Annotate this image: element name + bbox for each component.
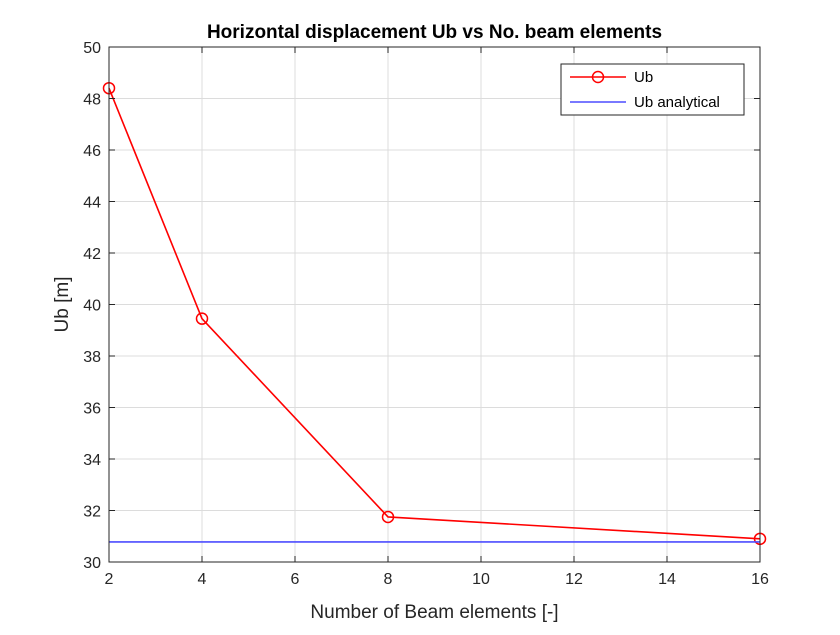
x-tick-label: 12 <box>565 571 583 588</box>
x-tick-label: 14 <box>658 571 676 588</box>
chart-title: Horizontal displacement Ub vs No. beam e… <box>207 22 662 43</box>
legend-label-ub: Ub <box>634 69 653 86</box>
x-tick-label: 10 <box>472 571 490 588</box>
legend-marker-ub <box>591 70 605 84</box>
y-tick-label: 32 <box>83 504 101 521</box>
x-tick-label: 16 <box>751 571 769 588</box>
series-line-ub <box>108 87 761 540</box>
x-axis-label: Number of Beam elements [-] <box>310 602 558 623</box>
y-tick-label: 44 <box>83 195 101 212</box>
x-tick-label: 6 <box>291 571 300 588</box>
y-tick-label: 34 <box>83 452 101 469</box>
x-tick-label: 4 <box>198 571 207 588</box>
legend-label-ub-analytical: Ub analytical <box>634 94 720 111</box>
series-layer <box>102 81 767 546</box>
y-tick-label: 46 <box>83 143 101 160</box>
y-tick-label: 38 <box>83 349 101 366</box>
x-tick-label: 2 <box>105 571 114 588</box>
legend-box <box>560 63 745 116</box>
y-tick-label: 30 <box>83 555 101 572</box>
y-axis-label: Ub [m] <box>52 277 73 333</box>
y-tick-label: 48 <box>83 92 101 109</box>
x-tick-label: 8 <box>384 571 393 588</box>
data-point-ub[interactable] <box>381 510 395 524</box>
y-tick-label: 50 <box>83 40 101 57</box>
data-point-ub[interactable] <box>195 312 209 325</box>
y-tick-label: 42 <box>83 246 101 263</box>
legend[interactable]: Ub Ub analytical <box>560 63 745 116</box>
y-tick-label: 40 <box>83 298 101 315</box>
y-tick-label: 36 <box>83 401 101 418</box>
